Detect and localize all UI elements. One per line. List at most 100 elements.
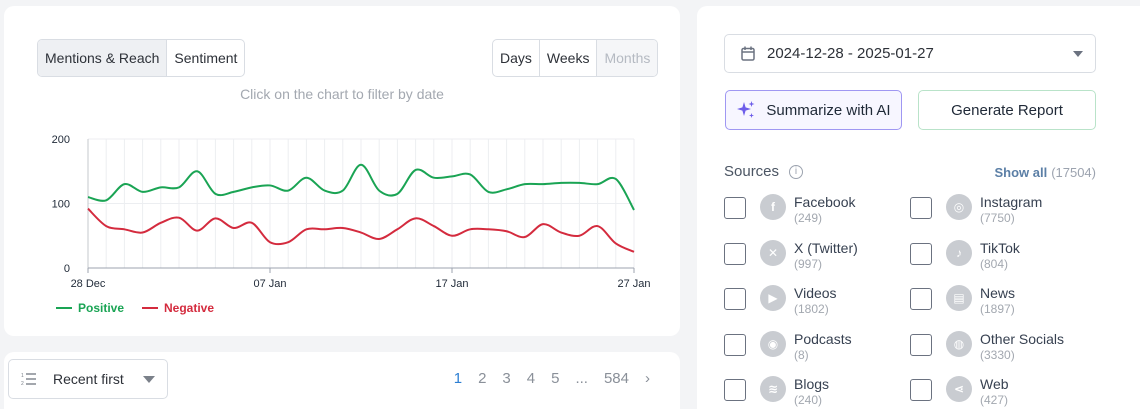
data-point-positive[interactable] <box>121 181 127 187</box>
data-point-positive[interactable] <box>249 184 255 190</box>
source-item[interactable]: ◉ Podcasts (8) <box>724 331 852 363</box>
data-point-negative[interactable] <box>231 225 237 231</box>
source-item[interactable]: ▤ News (1897) <box>910 285 1015 317</box>
summarize-ai-button[interactable]: Summarize with AI <box>725 90 902 130</box>
source-item[interactable]: ✕ X (Twitter) (997) <box>724 240 858 272</box>
page-link[interactable]: 1 <box>453 370 463 387</box>
tab-days[interactable]: Days <box>500 50 532 66</box>
data-point-positive[interactable] <box>413 167 419 173</box>
data-point-positive[interactable] <box>558 180 564 186</box>
data-point-negative[interactable] <box>303 226 309 232</box>
data-point-negative[interactable] <box>140 230 146 236</box>
data-point-positive[interactable] <box>522 181 528 187</box>
data-point-negative[interactable] <box>522 234 528 240</box>
data-point-positive[interactable] <box>158 184 164 190</box>
info-icon[interactable]: i <box>789 164 804 179</box>
next-page-icon[interactable]: › <box>645 370 650 387</box>
data-point-negative[interactable] <box>267 239 273 245</box>
data-point-negative[interactable] <box>558 230 564 236</box>
data-point-negative[interactable] <box>540 221 546 227</box>
page-link[interactable]: 5 <box>551 370 560 387</box>
source-checkbox[interactable] <box>910 288 932 310</box>
data-point-positive[interactable] <box>467 171 473 177</box>
data-point-positive[interactable] <box>85 194 91 200</box>
data-point-negative[interactable] <box>322 226 328 232</box>
data-point-negative[interactable] <box>449 233 455 239</box>
data-point-positive[interactable] <box>358 162 364 168</box>
legend-negative[interactable]: Negative <box>142 301 214 315</box>
data-point-positive[interactable] <box>140 189 146 195</box>
data-point-negative[interactable] <box>158 220 164 226</box>
data-point-negative[interactable] <box>212 215 218 221</box>
source-checkbox[interactable] <box>724 379 746 401</box>
data-point-positive[interactable] <box>376 188 382 194</box>
source-checkbox[interactable] <box>724 334 746 356</box>
page-link[interactable]: 3 <box>502 370 511 387</box>
source-item[interactable]: ◎ Instagram (7750) <box>910 194 1042 226</box>
series-line-positive[interactable] <box>87 163 635 211</box>
source-item[interactable]: ⋖ Web (427) <box>910 376 1009 408</box>
source-item[interactable]: ≋ Blogs (240) <box>724 376 829 408</box>
data-point-negative[interactable] <box>394 226 400 232</box>
source-checkbox[interactable] <box>910 334 932 356</box>
data-point-positive[interactable] <box>631 207 637 213</box>
page-link[interactable]: 2 <box>478 370 487 387</box>
data-point-negative[interactable] <box>431 223 437 229</box>
legend-positive[interactable]: Positive <box>56 301 124 315</box>
sentiment-chart[interactable]: 200 100 028 Dec 07 Jan 17 Jan 27 Jan <box>4 6 680 296</box>
data-point-negative[interactable] <box>194 228 200 234</box>
data-point-positive[interactable] <box>212 191 218 197</box>
source-checkbox[interactable] <box>724 197 746 219</box>
data-point-positive[interactable] <box>540 181 546 187</box>
page-link[interactable]: 584 <box>603 370 629 387</box>
data-point-negative[interactable] <box>631 249 637 255</box>
page-link[interactable]: 4 <box>526 370 536 387</box>
data-point-positive[interactable] <box>576 180 582 186</box>
source-item[interactable]: ▶ Videos (1802) <box>724 285 837 317</box>
source-checkbox[interactable] <box>910 243 932 265</box>
data-point-positive[interactable] <box>267 182 273 188</box>
data-point-negative[interactable] <box>285 239 291 245</box>
sort-select[interactable]: 1 2 Recent first <box>8 359 168 399</box>
tab-sentiment[interactable]: Sentiment <box>166 40 244 76</box>
data-point-positive[interactable] <box>176 184 182 190</box>
data-point-negative[interactable] <box>249 220 255 226</box>
tab-mentions-reach[interactable]: Mentions & Reach <box>38 40 167 76</box>
data-point-positive[interactable] <box>485 189 491 195</box>
data-point-positive[interactable] <box>613 176 619 182</box>
source-item[interactable]: ◍ Other Socials (3330) <box>910 331 1064 363</box>
data-point-positive[interactable] <box>595 181 601 187</box>
data-point-negative[interactable] <box>85 206 91 212</box>
data-point-negative[interactable] <box>576 233 582 239</box>
tab-weeks[interactable]: Weeks <box>538 40 597 76</box>
source-item[interactable]: ♪ TikTok (804) <box>910 240 1020 272</box>
data-point-negative[interactable] <box>485 226 491 232</box>
data-point-positive[interactable] <box>449 173 455 179</box>
data-point-negative[interactable] <box>467 226 473 232</box>
data-point-negative[interactable] <box>340 225 346 231</box>
source-item[interactable]: f Facebook (249) <box>724 194 855 226</box>
data-point-negative[interactable] <box>613 240 619 246</box>
data-point-positive[interactable] <box>322 188 328 194</box>
data-point-negative[interactable] <box>504 228 510 234</box>
data-point-positive[interactable] <box>394 191 400 197</box>
data-point-positive[interactable] <box>340 188 346 194</box>
data-point-negative[interactable] <box>121 226 127 232</box>
data-point-negative[interactable] <box>413 215 419 221</box>
data-point-negative[interactable] <box>103 223 109 229</box>
data-point-positive[interactable] <box>103 197 109 203</box>
data-point-positive[interactable] <box>285 188 291 194</box>
date-range-picker[interactable]: 2024-12-28 - 2025-01-27 <box>724 34 1096 73</box>
data-point-negative[interactable] <box>595 223 601 229</box>
data-point-positive[interactable] <box>504 186 510 192</box>
data-point-positive[interactable] <box>231 189 237 195</box>
series-line-negative[interactable] <box>87 207 635 253</box>
data-point-negative[interactable] <box>176 215 182 221</box>
source-checkbox[interactable] <box>724 243 746 265</box>
source-checkbox[interactable] <box>910 379 932 401</box>
generate-report-button[interactable]: Generate Report <box>918 90 1096 130</box>
data-point-positive[interactable] <box>431 175 437 181</box>
source-checkbox[interactable] <box>724 288 746 310</box>
data-point-negative[interactable] <box>358 230 364 236</box>
data-point-positive[interactable] <box>303 175 309 181</box>
